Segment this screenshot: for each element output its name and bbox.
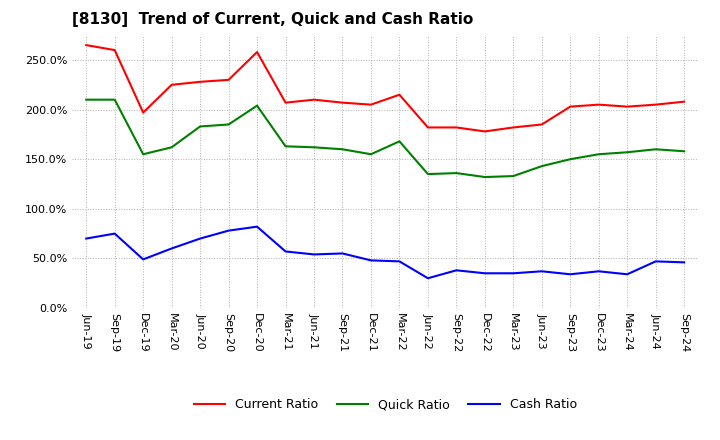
Line: Quick Ratio: Quick Ratio <box>86 100 684 177</box>
Current Ratio <box>566 104 575 109</box>
Current Ratio <box>338 100 347 105</box>
Current Ratio <box>395 92 404 97</box>
Cash Ratio <box>509 271 518 276</box>
Legend: Current Ratio, Quick Ratio, Cash Ratio: Current Ratio, Quick Ratio, Cash Ratio <box>189 393 582 416</box>
Quick Ratio <box>480 174 489 180</box>
Current Ratio <box>623 104 631 109</box>
Cash Ratio <box>452 268 461 273</box>
Quick Ratio <box>366 152 375 157</box>
Cash Ratio <box>480 271 489 276</box>
Quick Ratio <box>225 122 233 127</box>
Quick Ratio <box>395 139 404 144</box>
Current Ratio <box>82 43 91 48</box>
Quick Ratio <box>110 97 119 103</box>
Cash Ratio <box>338 251 347 256</box>
Quick Ratio <box>282 144 290 149</box>
Current Ratio <box>310 97 318 103</box>
Cash Ratio <box>82 236 91 241</box>
Cash Ratio <box>253 224 261 229</box>
Quick Ratio <box>595 152 603 157</box>
Cash Ratio <box>680 260 688 265</box>
Current Ratio <box>196 79 204 84</box>
Current Ratio <box>139 110 148 115</box>
Current Ratio <box>366 102 375 107</box>
Current Ratio <box>423 125 432 130</box>
Current Ratio <box>480 129 489 134</box>
Current Ratio <box>282 100 290 105</box>
Quick Ratio <box>509 173 518 179</box>
Quick Ratio <box>139 152 148 157</box>
Current Ratio <box>110 48 119 53</box>
Quick Ratio <box>167 145 176 150</box>
Quick Ratio <box>452 170 461 176</box>
Cash Ratio <box>366 258 375 263</box>
Quick Ratio <box>253 103 261 108</box>
Text: [8130]  Trend of Current, Quick and Cash Ratio: [8130] Trend of Current, Quick and Cash … <box>72 12 473 27</box>
Cash Ratio <box>139 257 148 262</box>
Cash Ratio <box>423 275 432 281</box>
Line: Cash Ratio: Cash Ratio <box>86 227 684 278</box>
Quick Ratio <box>196 124 204 129</box>
Line: Current Ratio: Current Ratio <box>86 45 684 132</box>
Current Ratio <box>452 125 461 130</box>
Current Ratio <box>537 122 546 127</box>
Current Ratio <box>595 102 603 107</box>
Quick Ratio <box>310 145 318 150</box>
Current Ratio <box>509 125 518 130</box>
Cash Ratio <box>566 271 575 277</box>
Quick Ratio <box>566 157 575 162</box>
Quick Ratio <box>82 97 91 103</box>
Quick Ratio <box>680 149 688 154</box>
Current Ratio <box>225 77 233 82</box>
Cash Ratio <box>110 231 119 236</box>
Quick Ratio <box>537 164 546 169</box>
Cash Ratio <box>167 246 176 251</box>
Cash Ratio <box>310 252 318 257</box>
Cash Ratio <box>225 228 233 233</box>
Cash Ratio <box>623 271 631 277</box>
Current Ratio <box>652 102 660 107</box>
Current Ratio <box>680 99 688 104</box>
Cash Ratio <box>595 269 603 274</box>
Cash Ratio <box>652 259 660 264</box>
Cash Ratio <box>537 269 546 274</box>
Cash Ratio <box>196 236 204 241</box>
Quick Ratio <box>623 150 631 155</box>
Quick Ratio <box>338 147 347 152</box>
Quick Ratio <box>652 147 660 152</box>
Cash Ratio <box>282 249 290 254</box>
Current Ratio <box>253 49 261 55</box>
Cash Ratio <box>395 259 404 264</box>
Quick Ratio <box>423 172 432 177</box>
Current Ratio <box>167 82 176 88</box>
